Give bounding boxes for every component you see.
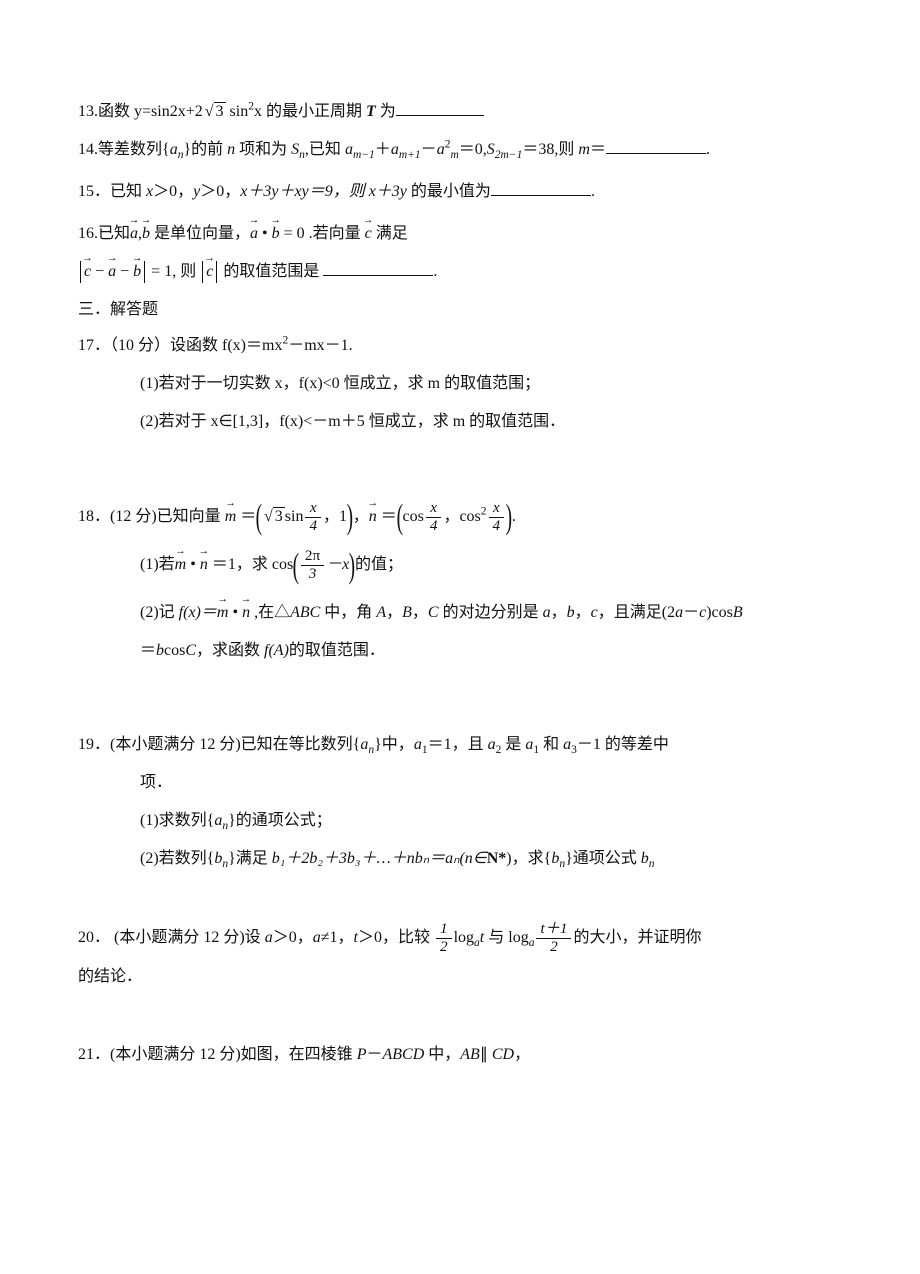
spacer <box>78 999 842 1039</box>
vector-a: a <box>130 225 138 242</box>
vector-m: m <box>225 508 237 525</box>
fraction: t＋12 <box>536 921 571 955</box>
q15-label: 15． <box>78 183 110 200</box>
q13-expr-b: sin <box>226 103 249 120</box>
q20-label: 20． <box>78 929 110 946</box>
fraction: x4 <box>489 500 505 534</box>
blank-input[interactable] <box>491 195 591 196</box>
section-3-heading: 三．解答题 <box>78 294 842 326</box>
vector-c: c <box>365 225 372 242</box>
q17-label: 17． <box>78 337 110 354</box>
q21-label: 21． <box>78 1046 110 1063</box>
question-16-line2: c − a − b = 1, 则 c 的取值范围是 . <box>78 256 842 288</box>
q19-label: 19． <box>78 736 110 753</box>
question-17: 17．（10 分）设函数 f(x)＝mx2－mx－1. <box>78 330 842 362</box>
question-20: 20． (本小题满分 12 分)设 a＞0，a≠1，t＞0，比较 12logat… <box>78 921 842 955</box>
vector-b: b <box>142 225 150 242</box>
q13-label: 13. <box>78 103 98 120</box>
q13-T: T <box>366 103 376 120</box>
spacer <box>78 673 842 729</box>
sqrt-icon: 3 <box>203 96 226 128</box>
question-18: 18．(12 分)已知向量 m ＝(3sinx4，1)，n ＝(cosx4，co… <box>78 500 842 534</box>
abs-icon: c <box>202 261 217 283</box>
q20-line2: 的结论． <box>78 961 842 993</box>
q18-label: 18． <box>78 508 110 525</box>
q13-expr-a: y=sin2x+2 <box>134 103 203 120</box>
q18-part2-line2: ＝bcosC，求函数 f(A)的取值范围． <box>140 635 842 667</box>
question-21: 21．(本小题满分 12 分)如图，在四棱锥 P－ABCD 中，AB∥ CD， <box>78 1039 842 1071</box>
abs-icon: c − a − b <box>80 261 145 283</box>
fraction: 2π3 <box>301 548 324 582</box>
q19-line1-cont: 项． <box>140 767 842 799</box>
q19-part2: (2)若数列{bn}满足 b₁＋2b₂＋3b₃＋…＋nbₙ＝aₙ(n∈N*)，求… <box>140 843 842 875</box>
q18-part2: (2)记 f(x)＝m • n ,在△ABC 中，角 A，B，C 的对边分别是 … <box>140 597 842 629</box>
question-19: 19．(本小题满分 12 分)已知在等比数列{an}中，a1＝1，且 a2 是 … <box>78 729 842 761</box>
q14-label: 14. <box>78 141 98 158</box>
q13-expr-c: x 的最小正周期 <box>254 103 366 120</box>
q19-part1: (1)求数列{an}的通项公式； <box>140 805 842 837</box>
question-14: 14.等差数列{an}的前 n 项和为 Sn,已知 am−1＋am+1－a2m＝… <box>78 134 842 166</box>
exam-page: 13.函数 y=sin2x+23 sin2x 的最小正周期 T 为 14.等差数… <box>0 0 920 1274</box>
fraction: x4 <box>305 500 321 534</box>
question-15: 15．已知 x＞0，y＞0，x＋3y＋xy＝9，则 x＋3y 的最小值为. <box>78 176 842 208</box>
vector-n: n <box>369 508 377 525</box>
blank-input[interactable] <box>396 115 484 116</box>
q16-label: 16. <box>78 225 98 242</box>
q17-part2: (2)若对于 x∈[1,3]，f(x)<－m＋5 恒成立，求 m 的取值范围． <box>140 406 842 438</box>
spacer <box>78 881 842 921</box>
fraction: 12 <box>436 921 452 955</box>
question-13: 13.函数 y=sin2x+23 sin2x 的最小正周期 T 为 <box>78 96 842 128</box>
spacer <box>78 444 842 500</box>
q17-part1: (1)若对于一切实数 x，f(x)<0 恒成立，求 m 的取值范围； <box>140 368 842 400</box>
q18-part1: (1)若m • n ＝1，求 cos(2π3－x)的值； <box>140 548 842 582</box>
q13-text-a: 函数 <box>98 103 134 120</box>
question-16: 16.已知a,b 是单位向量，a • b = 0 .若向量 c 满足 <box>78 218 842 250</box>
blank-input[interactable] <box>323 275 433 276</box>
blank-input[interactable] <box>606 153 706 154</box>
fraction: x4 <box>426 500 442 534</box>
sqrt-icon: 3 <box>262 501 285 533</box>
q13-text-b: 为 <box>376 103 396 120</box>
